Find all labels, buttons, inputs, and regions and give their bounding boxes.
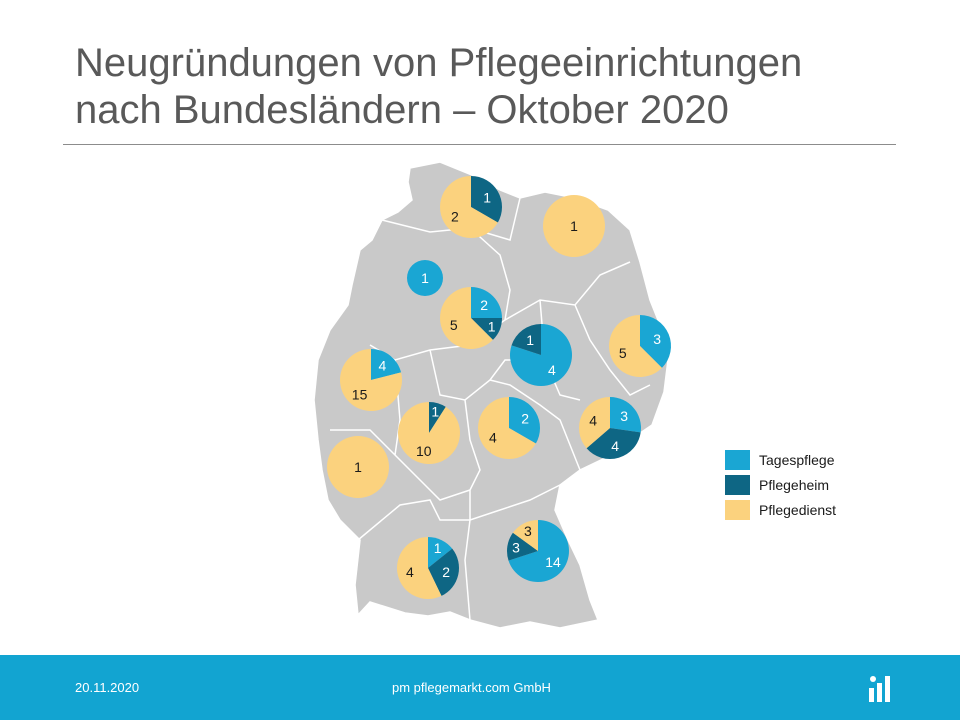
pie-slice-pflegedienst <box>327 436 389 498</box>
pie-slice-pflegedienst <box>439 287 493 349</box>
pie-slice-pflegedienst <box>578 397 610 449</box>
pie-sachsen-anhalt: 41 <box>510 324 573 386</box>
pie-label-pflegedienst: 5 <box>450 317 458 333</box>
pie-slice-tagespflege <box>510 324 573 386</box>
pie-slice-pflegedienst <box>512 520 538 551</box>
pie-slice-pflegedienst <box>543 195 605 257</box>
legend-item-tagespflege: Tagespflege <box>725 447 836 472</box>
pie-slice-pflegedienst <box>608 315 662 378</box>
pie-label-pflegeheim: 1 <box>431 404 439 420</box>
pie-label-tagespflege: 3 <box>620 408 628 424</box>
pie-slice-pflegeheim <box>429 402 446 433</box>
pie-label-pflegeheim: 3 <box>512 540 520 556</box>
pie-slice-tagespflege <box>371 349 402 380</box>
legend-swatch-tagespflege <box>725 449 750 470</box>
pie-mecklenburg-vorpommern: 1 <box>543 195 605 257</box>
pie-slice-pflegedienst <box>398 402 461 464</box>
pie-label-pflegedienst: 3 <box>524 523 532 539</box>
pie-slice-tagespflege <box>509 397 541 444</box>
pie-label-tagespflege: 1 <box>421 270 429 286</box>
pie-slice-pflegedienst <box>396 536 442 600</box>
pie-slice-tagespflege <box>640 315 671 368</box>
pie-slice-pflegeheim <box>586 428 641 459</box>
pie-label-pflegedienst: 4 <box>489 429 497 445</box>
pie-slice-tagespflege <box>428 537 453 568</box>
germany-outline <box>313 161 669 629</box>
pie-label-pflegedienst: 1 <box>354 459 362 475</box>
pie-label-tagespflege: 3 <box>653 331 661 347</box>
pie-hessen: 1 10 <box>398 402 461 464</box>
pie-nordrhein-westfalen: 4 15 <box>339 349 402 411</box>
pie-baden-wuerttemberg: 12 4 <box>396 536 460 600</box>
pie-label-tagespflege: 1 <box>434 540 442 556</box>
pie-slice-tagespflege <box>610 397 641 433</box>
legend-item-pflegedienst: Pflegedienst <box>725 497 836 522</box>
pie-slice-pflegeheim <box>428 548 460 596</box>
pflegemarkt-logo-icon <box>869 676 890 702</box>
pie-slice-pflegedienst <box>339 349 402 411</box>
pie-thueringen: 24 <box>478 397 541 459</box>
legend-item-pflegeheim: Pflegeheim <box>725 472 836 497</box>
pie-label-pflegedienst: 5 <box>619 345 627 361</box>
title-divider <box>63 144 896 145</box>
pie-label-pflegeheim: 1 <box>483 190 491 206</box>
pie-label-tagespflege: 4 <box>548 362 556 378</box>
pie-slice-tagespflege <box>407 260 443 296</box>
pie-slice-pflegedienst <box>440 176 498 238</box>
pie-bremen: 1 <box>407 260 443 296</box>
pie-label-pflegedienst: 1 <box>570 218 578 234</box>
pie-label-pflegeheim: 1 <box>488 319 496 335</box>
pie-slice-tagespflege <box>508 520 570 583</box>
pie-label-tagespflege: 2 <box>480 297 488 313</box>
pie-label-pflegeheim: 2 <box>442 564 450 580</box>
pie-slice-pflegeheim <box>471 176 503 223</box>
footer-date: 20.11.2020 <box>75 680 140 695</box>
pie-niedersachsen: 21 5 <box>439 287 502 349</box>
legend-label-pflegedienst: Pflegedienst <box>759 501 837 518</box>
footer-bar: 20.11.2020 pm pflegemarkt.com GmbH <box>0 655 960 720</box>
pie-schleswig-holstein: 12 <box>440 176 503 238</box>
legend: Tagespflege Pflegeheim Pflegedienst <box>725 447 836 522</box>
pie-label-pflegeheim: 1 <box>526 332 534 348</box>
footer-company: pm pflegemarkt.com GmbH <box>392 680 551 695</box>
pie-label-pflegedienst: 2 <box>451 208 459 224</box>
legend-label-pflegeheim: Pflegeheim <box>759 476 830 493</box>
pie-slice-pflegeheim <box>511 324 541 355</box>
pie-rheinland-pfalz: 1 <box>327 436 389 498</box>
pie-label-tagespflege: 14 <box>545 554 561 570</box>
pie-brandenburg: 35 <box>608 315 671 378</box>
legend-swatch-pflegeheim <box>725 474 750 495</box>
pie-slice-pflegeheim <box>471 318 502 340</box>
pie-sachsen: 344 <box>578 397 641 459</box>
pie-label-pflegedienst: 4 <box>589 412 597 428</box>
pie-bayern: 14 33 <box>507 520 570 583</box>
chart-title-line-2: nach Bundesländern – Oktober 2020 <box>75 88 729 132</box>
pie-label-pflegeheim: 4 <box>611 438 619 454</box>
chart-title: Neugründungen von Pflegeeinrichtungen na… <box>75 40 935 134</box>
chart-title-line-1: Neugründungen von Pflegeeinrichtungen <box>75 41 803 85</box>
pie-label-tagespflege: 2 <box>521 411 529 427</box>
pie-slice-pflegeheim <box>507 532 538 561</box>
pie-label-pflegedienst: 15 <box>352 387 368 403</box>
pie-label-pflegedienst: 4 <box>406 564 414 580</box>
pie-label-pflegedienst: 10 <box>416 443 432 459</box>
pie-slice-pflegedienst <box>478 397 536 459</box>
legend-label-tagespflege: Tagespflege <box>759 451 835 468</box>
pie-label-tagespflege: 4 <box>379 357 387 373</box>
legend-swatch-pflegedienst <box>725 499 750 520</box>
pie-slice-tagespflege <box>471 287 502 318</box>
